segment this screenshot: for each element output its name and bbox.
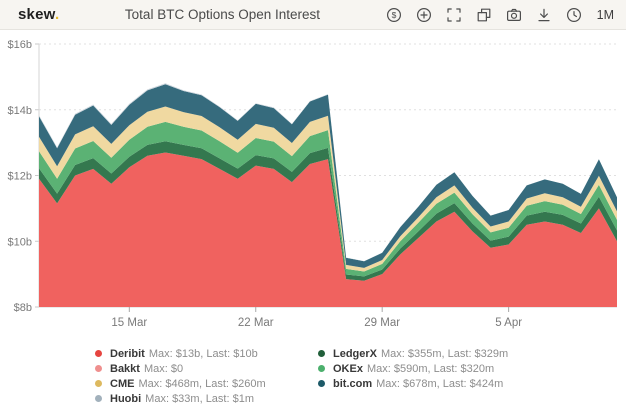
- logo-text: skew: [18, 6, 55, 23]
- legend-series-name: CME: [110, 377, 135, 390]
- screenshot-camera-icon[interactable]: [506, 6, 523, 23]
- page-title: Total BTC Options Open Interest: [124, 6, 321, 22]
- area-series-Deribit: [39, 152, 617, 307]
- y-axis-tick-label: $8b: [14, 302, 32, 314]
- logo-dot: .: [54, 6, 60, 23]
- chart-toolbar: $ 1M: [386, 6, 614, 23]
- skew-logo[interactable]: skew.: [18, 6, 59, 23]
- legend-series-name: Huobi: [110, 392, 142, 405]
- legend-column-2: LedgerX Max: $355m, Last: $329m OKEx Max: $…: [318, 346, 508, 406]
- legend-dot-Deribit: [95, 350, 102, 357]
- legend-dot-bit.com: [318, 380, 325, 387]
- add-plus-circle-icon[interactable]: [416, 6, 433, 23]
- x-axis-tick-label: 22 Mar: [238, 317, 274, 329]
- legend-dot-LedgerX: [318, 350, 325, 357]
- svg-text:$: $: [392, 10, 397, 20]
- x-axis-tick-label: 15 Mar: [111, 317, 147, 329]
- legend-item-OKEx[interactable]: OKEx Max: $590m, Last: $320m: [318, 361, 508, 376]
- legend-series-stats: Max: $590m, Last: $320m: [366, 362, 495, 375]
- legend-series-stats: Max: $13b, Last: $10b: [148, 347, 258, 360]
- legend-item-bit.com[interactable]: bit.com Max: $678m, Last: $424m: [318, 376, 508, 391]
- y-axis-tick-label: $16b: [8, 39, 32, 51]
- legend-dot-OKEx: [318, 365, 325, 372]
- time-history-clock-icon[interactable]: [566, 6, 583, 23]
- legend-dot-Bakkt: [95, 365, 102, 372]
- fullscreen-icon[interactable]: [446, 6, 463, 23]
- legend-dot-Huobi: [95, 395, 102, 402]
- currency-dollar-icon[interactable]: $: [386, 6, 403, 23]
- time-range-button[interactable]: 1M: [596, 7, 614, 22]
- chart-legend: Deribit Max: $13b, Last: $10b Bakkt Max: $0…: [0, 340, 626, 406]
- legend-item-Deribit[interactable]: Deribit Max: $13b, Last: $10b: [95, 346, 318, 361]
- legend-series-name: LedgerX: [333, 347, 378, 360]
- legend-series-stats: Max: $355m, Last: $329m: [381, 347, 509, 360]
- legend-series-stats: Max: $33m, Last: $1m: [145, 392, 254, 405]
- y-axis-tick-label: $10b: [8, 236, 32, 248]
- legend-item-Bakkt[interactable]: Bakkt Max: $0: [95, 361, 318, 376]
- legend-series-name: Bakkt: [110, 362, 140, 375]
- legend-dot-CME: [95, 380, 102, 387]
- legend-item-CME[interactable]: CME Max: $468m, Last: $260m: [95, 376, 318, 391]
- x-axis-tick-label: 5 Apr: [495, 317, 522, 329]
- legend-series-name: Deribit: [110, 347, 145, 360]
- download-icon[interactable]: [536, 6, 553, 23]
- legend-series-stats: Max: $468m, Last: $260m: [138, 377, 266, 390]
- btc-options-open-interest-chart[interactable]: $8b $10b $12b $14b $16b 15 Mar 22 Mar 29 Mar 5 A…: [0, 30, 626, 340]
- legend-item-Huobi[interactable]: Huobi Max: $33m, Last: $1m: [95, 391, 318, 406]
- legend-series-name: bit.com: [333, 377, 373, 390]
- y-axis-tick-label: $14b: [8, 105, 32, 117]
- legend-series-stats: Max: $0: [143, 362, 184, 375]
- compare-charts-icon[interactable]: [476, 6, 493, 23]
- legend-item-LedgerX[interactable]: LedgerX Max: $355m, Last: $329m: [318, 346, 508, 361]
- legend-series-stats: Max: $678m, Last: $424m: [376, 377, 504, 390]
- legend-column-1: Deribit Max: $13b, Last: $10b Bakkt Max: $0…: [95, 346, 318, 406]
- title-wrap: Total BTC Options Open Interest: [59, 6, 385, 24]
- header-bar: skew. Total BTC Options Open Interest $: [0, 0, 626, 30]
- x-axis-tick-label: 29 Mar: [364, 317, 400, 329]
- legend-series-name: OKEx: [333, 362, 363, 375]
- y-axis-tick-label: $12b: [8, 171, 32, 183]
